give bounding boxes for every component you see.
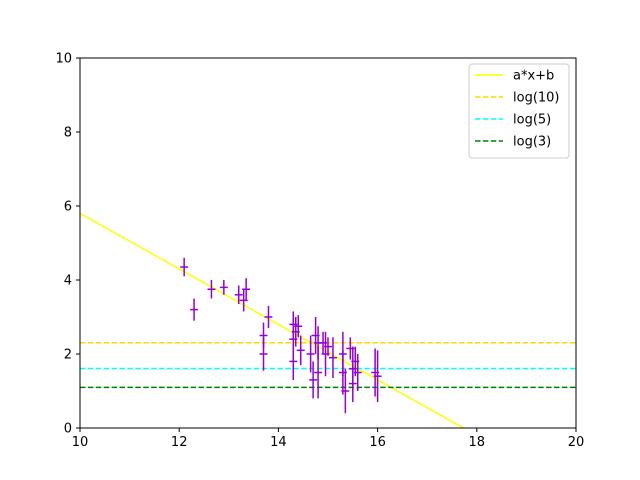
legend-box — [468, 63, 570, 159]
data-point-8 — [259, 337, 268, 371]
points-layer — [180, 257, 382, 414]
y-tick-label-3: 6 — [64, 200, 72, 215]
y-tick-label-1: 2 — [64, 348, 72, 363]
data-point-30 — [348, 365, 357, 403]
x-tick-label-2: 14 — [270, 435, 287, 450]
legend-entry-0: a*x+b — [475, 69, 554, 84]
data-point-2 — [207, 280, 216, 299]
x-tick-label-3: 16 — [369, 435, 386, 450]
legend-label: log(5) — [513, 113, 551, 128]
legend-label: log(10) — [513, 91, 560, 106]
data-point-12 — [289, 342, 298, 380]
data-point-27 — [341, 368, 350, 414]
legend-entry-3: log(3) — [475, 135, 551, 150]
y-tick-label-4: 8 — [64, 126, 72, 141]
legend-entry-1: log(10) — [475, 91, 560, 106]
data-point-34 — [373, 350, 382, 403]
legend-label: log(3) — [513, 135, 551, 150]
axis-layer: 10 12 14 16 18 20 0 2 4 6 8 10 — [55, 52, 584, 451]
x-tick-label-0: 10 — [72, 435, 89, 450]
plot-frame — [79, 57, 577, 429]
data-point-17 — [309, 361, 318, 399]
data-point-1 — [190, 298, 199, 321]
data-point-23 — [324, 337, 332, 356]
data-point-16 — [306, 335, 315, 373]
data-point-4 — [234, 285, 243, 305]
data-point-24 — [328, 337, 337, 379]
x-tick-label-5: 20 — [568, 435, 585, 450]
legend-entry-2: log(5) — [475, 113, 551, 128]
data-point-9 — [264, 305, 273, 329]
data-point-32 — [353, 354, 362, 391]
y-tick-label-5: 10 — [55, 52, 72, 67]
y-tick-label-0: 0 — [64, 422, 72, 437]
data-point-14 — [294, 315, 303, 338]
data-point-20 — [314, 346, 323, 399]
data-point-0 — [180, 257, 189, 277]
data-point-3 — [219, 280, 228, 295]
legend: a*x+b log(10) log(5) log(3) — [468, 63, 570, 159]
legend-label: a*x+b — [513, 69, 554, 84]
x-tick-label-4: 18 — [469, 435, 486, 450]
data-point-6 — [242, 278, 251, 301]
x-tick-label-1: 12 — [171, 435, 188, 450]
y-tick-label-2: 4 — [64, 274, 72, 289]
data-point-15 — [296, 335, 305, 366]
